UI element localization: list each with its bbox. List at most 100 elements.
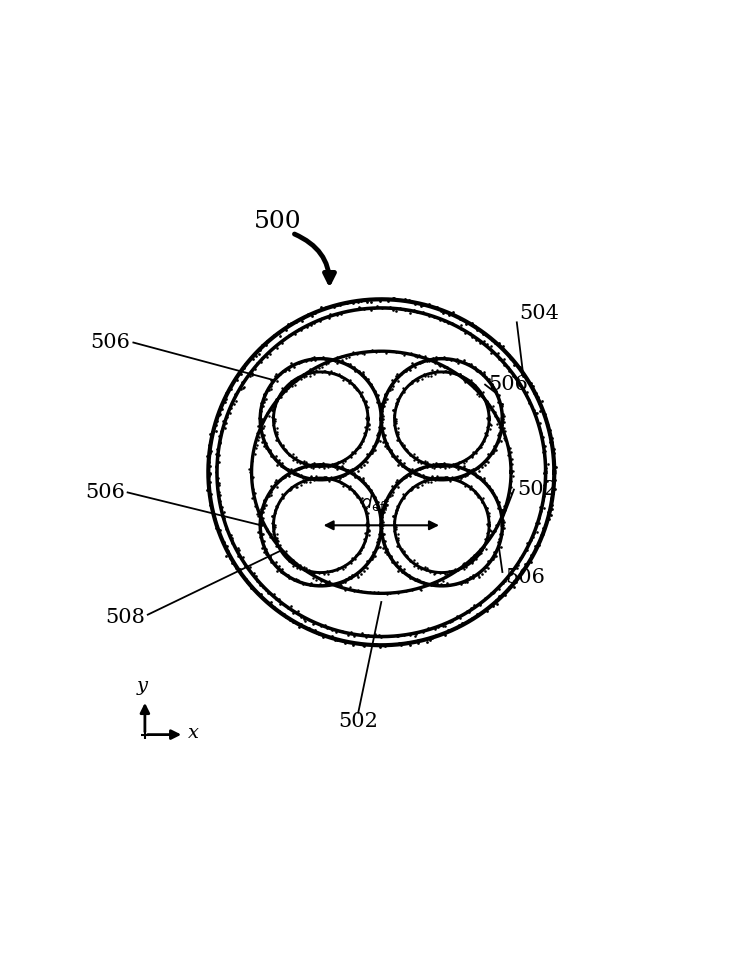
Point	[254, 586, 266, 602]
Point	[474, 598, 486, 613]
Point	[343, 569, 355, 584]
Point	[228, 396, 240, 411]
Point	[359, 558, 371, 573]
Point	[371, 345, 382, 360]
Point	[406, 582, 418, 598]
Point	[342, 634, 354, 650]
Point	[275, 459, 287, 474]
Point	[362, 509, 373, 524]
Point	[398, 438, 410, 453]
Point	[302, 365, 314, 380]
Point	[321, 299, 333, 314]
Point	[290, 571, 302, 586]
Point	[375, 511, 387, 526]
Point	[472, 567, 484, 582]
Point	[498, 587, 510, 603]
Point	[421, 634, 433, 650]
Point	[362, 505, 374, 520]
Point	[273, 452, 285, 468]
Point	[321, 457, 333, 472]
Point	[472, 489, 484, 504]
Point	[305, 353, 317, 368]
Point	[522, 542, 533, 558]
Point	[404, 465, 416, 480]
Point	[315, 619, 327, 634]
Point	[419, 622, 431, 637]
Point	[365, 484, 376, 499]
Point	[260, 521, 272, 536]
Point	[360, 516, 372, 532]
Point	[493, 495, 504, 511]
Point	[394, 300, 406, 315]
Point	[496, 539, 507, 555]
Point	[266, 509, 278, 524]
Point	[404, 571, 416, 586]
Point	[347, 359, 359, 375]
Point	[398, 382, 410, 398]
Point	[461, 316, 472, 331]
Point	[309, 459, 321, 474]
Point	[525, 547, 536, 562]
Point	[361, 454, 373, 469]
Point	[388, 524, 400, 539]
Point	[328, 577, 340, 592]
Point	[391, 628, 403, 644]
Point	[455, 560, 467, 576]
Point	[342, 627, 354, 643]
Point	[533, 515, 545, 531]
Point	[420, 474, 432, 490]
Point	[347, 466, 359, 481]
Point	[486, 332, 498, 348]
Point	[452, 366, 464, 381]
Point	[287, 553, 299, 568]
Point	[449, 577, 461, 592]
Point	[482, 553, 494, 568]
Point	[476, 388, 488, 403]
Point	[481, 419, 493, 434]
Point	[379, 498, 391, 513]
Point	[449, 561, 461, 577]
Text: y: y	[136, 677, 147, 696]
Point	[283, 612, 295, 627]
Point	[496, 397, 508, 412]
Point	[480, 559, 492, 575]
Point	[352, 295, 364, 310]
Point	[399, 565, 411, 581]
Point	[432, 362, 443, 377]
Point	[290, 465, 302, 480]
Point	[269, 399, 281, 414]
Point	[333, 472, 344, 488]
Point	[368, 383, 380, 399]
Point	[549, 481, 561, 496]
Point	[530, 515, 542, 531]
Point	[275, 389, 287, 404]
Point	[344, 448, 356, 464]
Point	[294, 455, 306, 470]
Point	[225, 399, 237, 415]
Point	[534, 499, 546, 514]
Point	[379, 387, 391, 402]
Point	[289, 555, 301, 570]
Point	[543, 511, 555, 526]
Point	[532, 389, 544, 404]
Point	[352, 569, 364, 584]
Point	[455, 318, 466, 333]
Point	[392, 563, 404, 579]
Point	[254, 587, 266, 603]
Point	[312, 627, 324, 642]
Point	[369, 548, 381, 563]
Point	[375, 396, 387, 411]
Point	[285, 462, 297, 477]
Point	[269, 517, 280, 533]
Point	[425, 366, 437, 381]
Point	[514, 567, 526, 582]
Point	[548, 467, 560, 482]
Point	[344, 555, 356, 570]
Point	[507, 368, 519, 383]
Point	[482, 560, 494, 576]
Point	[497, 406, 509, 422]
Point	[392, 533, 404, 548]
Point	[379, 427, 391, 443]
Point	[544, 422, 556, 438]
Point	[237, 550, 249, 565]
